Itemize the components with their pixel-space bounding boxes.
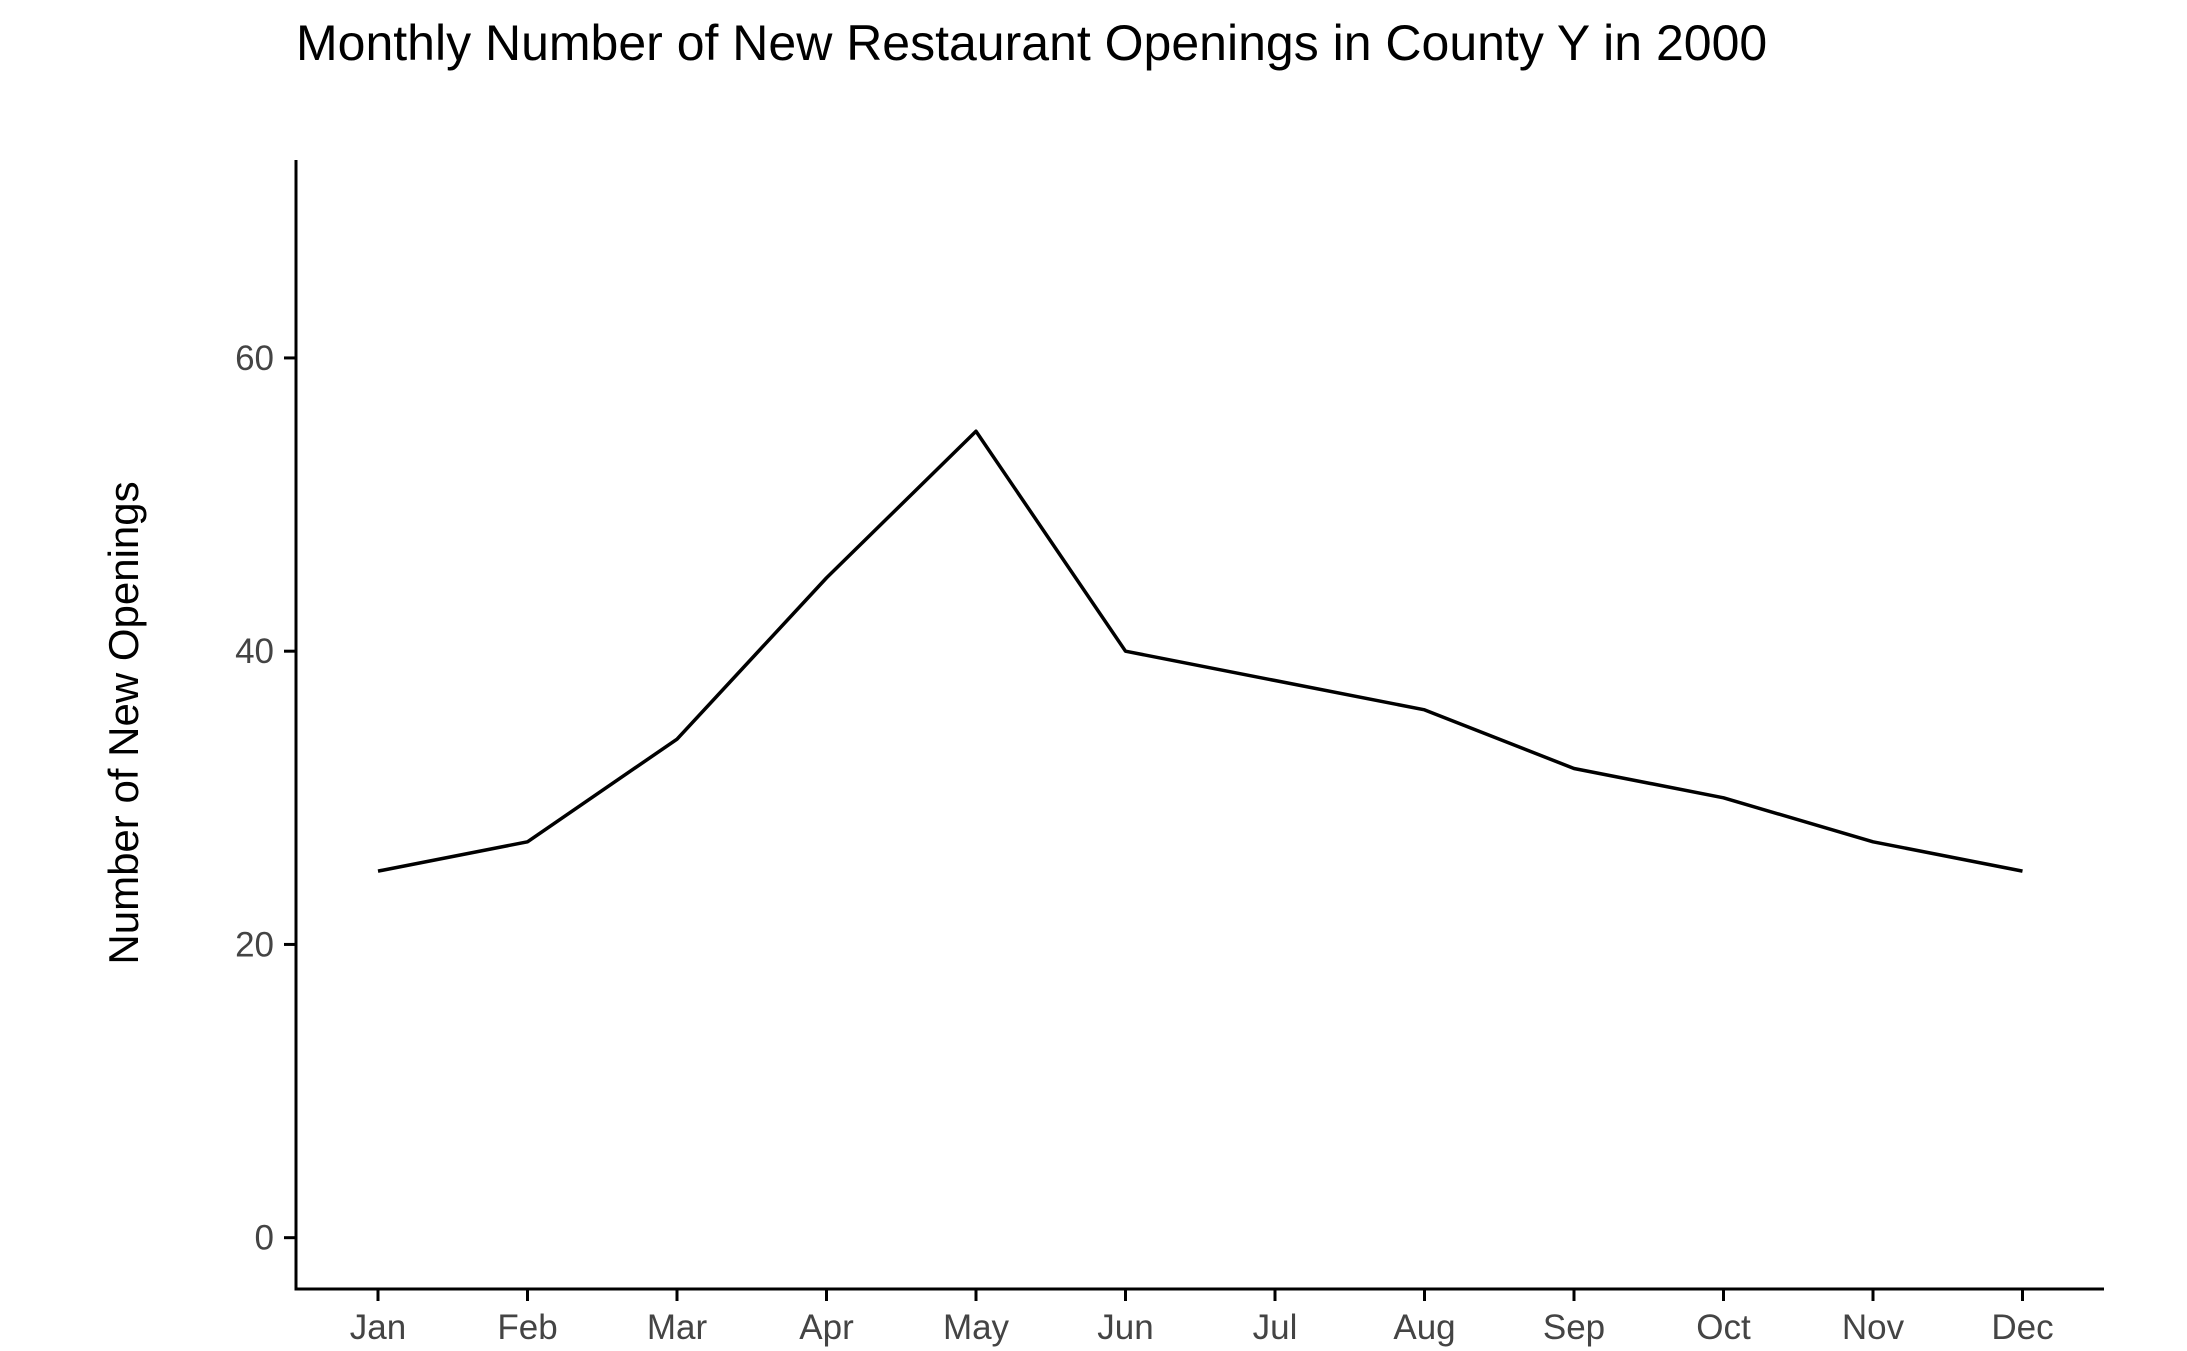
x-tick-label: Nov bbox=[1842, 1308, 1905, 1347]
series-line bbox=[377, 429, 2023, 873]
x-tick-label: Feb bbox=[497, 1308, 557, 1347]
x-tick-label: May bbox=[943, 1308, 1010, 1347]
axes bbox=[294, 160, 2104, 1291]
y-tick-label: 60 bbox=[235, 339, 274, 378]
x-tick-label: Dec bbox=[1991, 1308, 2053, 1347]
x-tick-label: Jun bbox=[1097, 1308, 1153, 1347]
x-tick-label: Jan bbox=[350, 1308, 406, 1347]
x-tick-label: Sep bbox=[1543, 1308, 1605, 1347]
axis-ticks: 0 20 40 60 Jan Feb Mar Apr May Jun Jul Aug Sep Oct Nov… bbox=[235, 339, 2054, 1347]
x-tick-label: Jul bbox=[1253, 1308, 1298, 1347]
x-tick-label: Mar bbox=[647, 1308, 708, 1347]
series-layer bbox=[377, 429, 2023, 873]
y-axis-title: Number of New Openings bbox=[100, 481, 147, 964]
y-tick-label: 40 bbox=[235, 632, 274, 671]
chart-title: Monthly Number of New Restaurant Opening… bbox=[296, 15, 1767, 71]
y-tick-label: 20 bbox=[235, 925, 274, 964]
y-tick-label: 0 bbox=[255, 1219, 274, 1258]
x-tick-label: Oct bbox=[1696, 1308, 1751, 1347]
x-tick-label: Aug bbox=[1393, 1308, 1455, 1347]
x-tick-label: Apr bbox=[799, 1308, 854, 1347]
